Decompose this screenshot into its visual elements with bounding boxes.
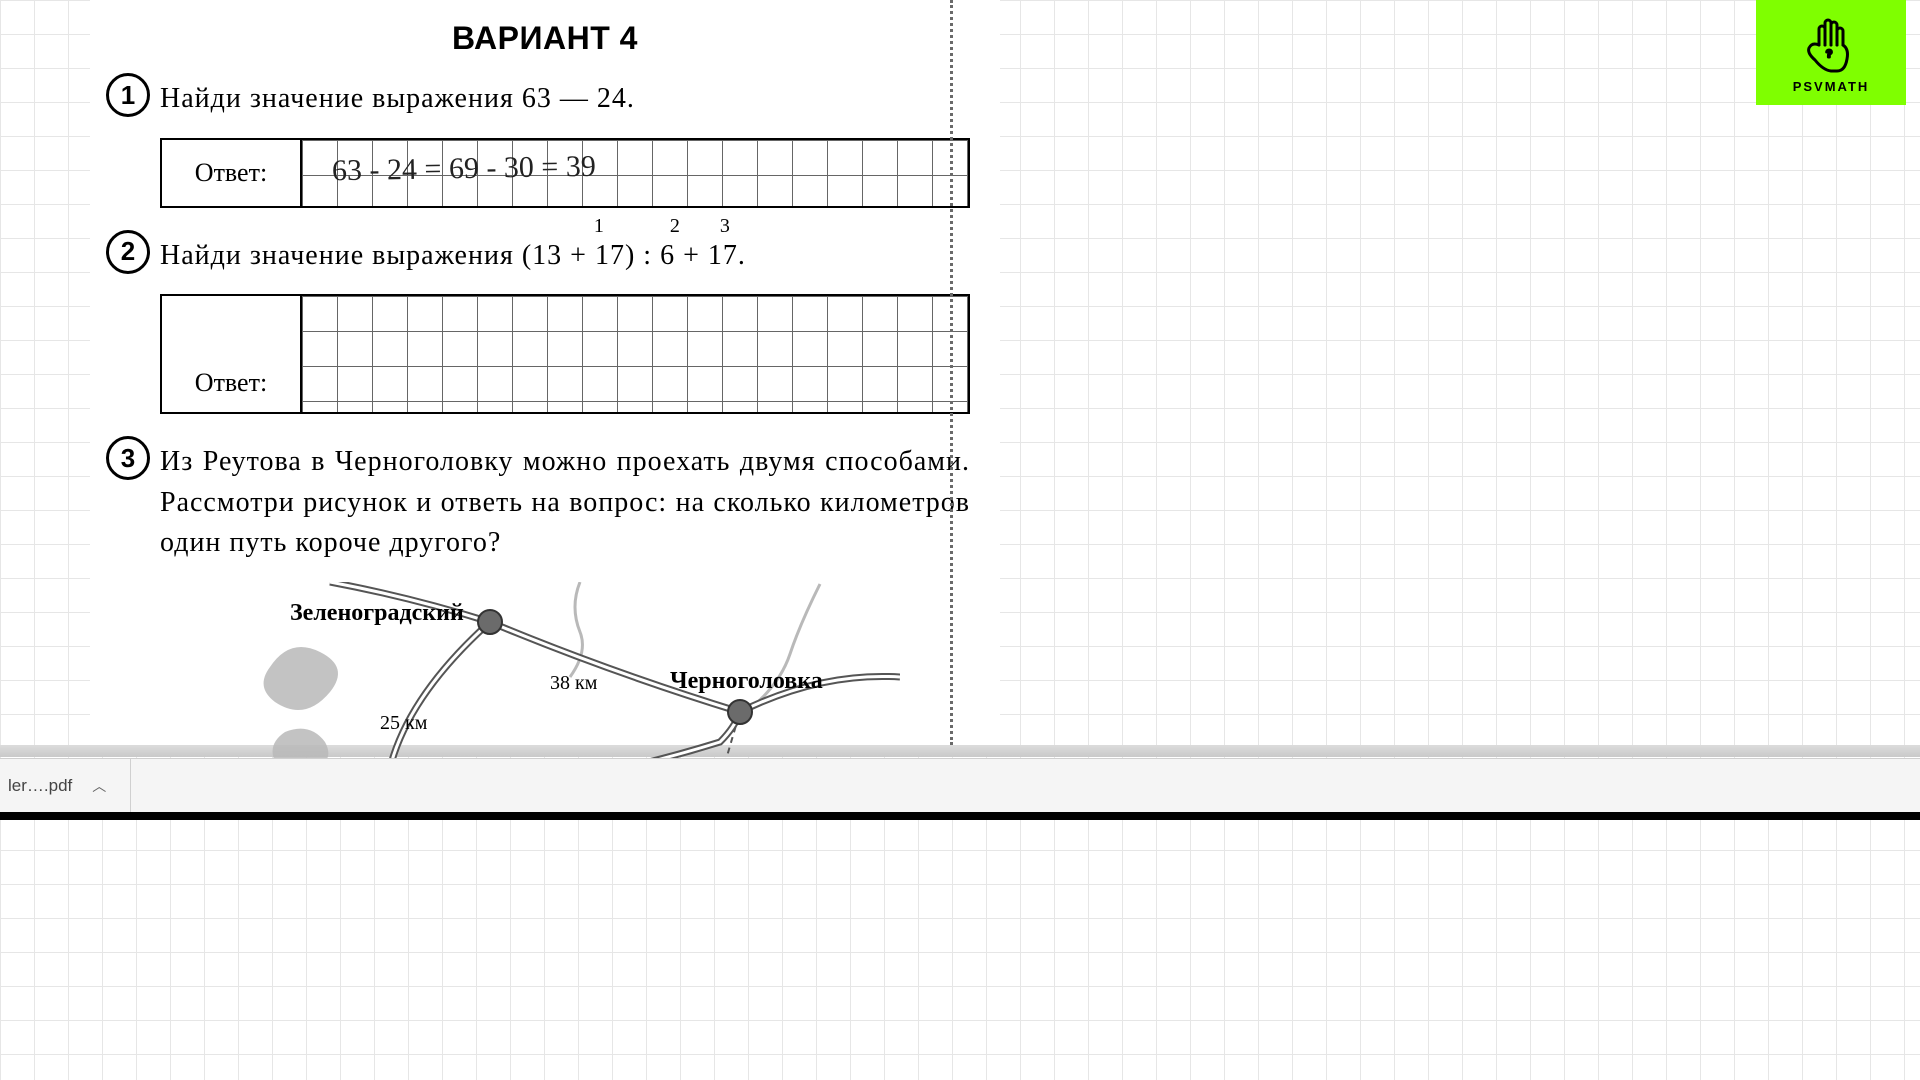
operation-order-2: 2 (670, 212, 681, 241)
vertical-dotted-divider (950, 0, 953, 745)
answer-grid (302, 296, 968, 412)
answer-label: Ответ: (162, 296, 302, 412)
task-2-expression: (13 + 17) : 6 + 17. (522, 240, 746, 271)
bottom-black-strip (0, 812, 1920, 820)
map-dist-38: 38 км (550, 672, 597, 695)
task-1-text: Найди значение выражения 63 — 24. (120, 79, 970, 120)
map-label-zel: Зеленоградский (290, 600, 464, 627)
task-2-prefix: Найди значение выражения (160, 240, 522, 271)
channel-logo[interactable]: ? PSVMATH (1756, 0, 1906, 105)
download-bar: ler….pdf ︿ (0, 758, 1920, 812)
svg-text:?: ? (1826, 49, 1832, 60)
map-label-cher: Черноголовка (670, 668, 823, 695)
operation-order-3: 3 (720, 212, 731, 241)
operation-order-1: 1 (594, 212, 605, 241)
task-2-text: Найди значение выражения (13 + 17) : 6 +… (120, 236, 970, 277)
map-dist-25: 25 км (380, 712, 427, 735)
worksheet-page: ВАРИАНТ 4 1 Найди значение выражения 63 … (90, 0, 1000, 745)
logo-text: PSVMATH (1793, 79, 1870, 94)
download-item[interactable]: ler….pdf ︿ (0, 759, 131, 813)
task-number-3: 3 (106, 436, 150, 480)
task-3-text: Из Реутова в Черноголовку можно проехать… (120, 442, 970, 564)
task-number-1: 1 (106, 73, 150, 117)
hand-icon: ? (1799, 11, 1863, 75)
task-2-answer-box: Ответ: (160, 294, 970, 414)
task-1: 1 Найди значение выражения 63 — 24. Отве… (120, 79, 970, 208)
task-1-answer-box: Ответ: 63 - 24 = 69 - 30 = 39 (160, 138, 970, 208)
page-title: ВАРИАНТ 4 (120, 20, 970, 57)
download-filename: ler….pdf (8, 776, 72, 796)
task-2: 2 Найди значение выражения (13 + 17) : 6… (120, 236, 970, 415)
task-number-2: 2 (106, 230, 150, 274)
answer-label: Ответ: (162, 140, 302, 206)
chevron-up-icon: ︿ (92, 776, 106, 796)
task-2-expression-wrap: (13 + 17) : 6 + 17. 1 2 3 (522, 236, 746, 277)
answer-grid: 63 - 24 = 69 - 30 = 39 (302, 140, 968, 206)
handwritten-answer-1: 63 - 24 = 69 - 30 = 39 (332, 149, 596, 188)
